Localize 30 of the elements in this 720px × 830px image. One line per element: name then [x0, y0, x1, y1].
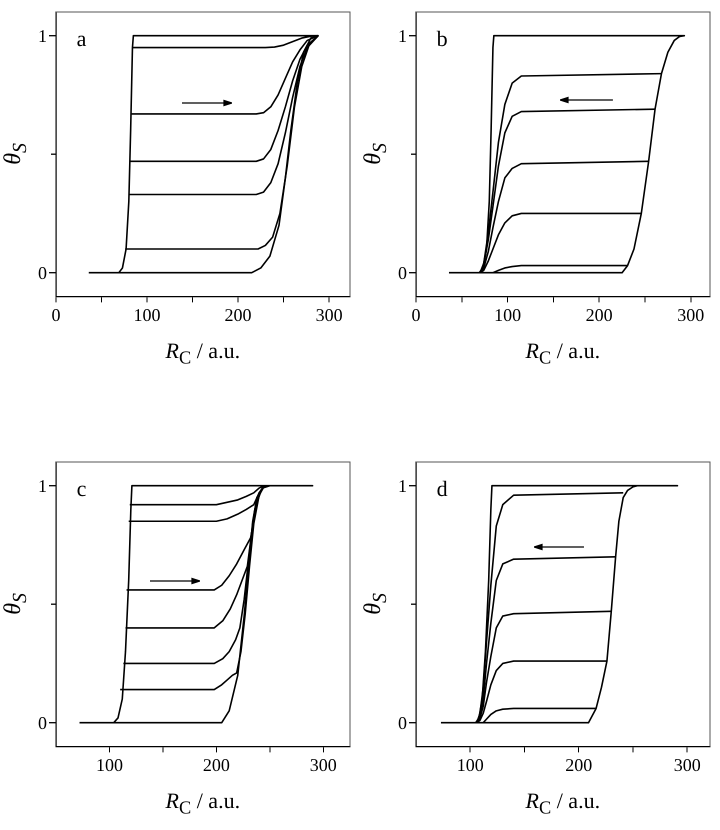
x-tick-label: 100 — [494, 304, 522, 325]
x-tick-label: 100 — [134, 304, 161, 325]
y-tick-label: 1 — [38, 476, 47, 496]
annotation: d — [436, 476, 448, 501]
x-tick-label: 300 — [316, 304, 343, 325]
y-tick-label: 0 — [38, 262, 47, 283]
x-tick-label: 200 — [565, 754, 592, 775]
x-axis-title: R$_{C}$ / a.u. — [526, 338, 600, 368]
x-tick-label: 300 — [677, 304, 704, 325]
x-axis-title: R$_{C}$ / a.u. — [166, 338, 240, 368]
y-tick-label: 0 — [398, 712, 407, 733]
y-tick-label: 1 — [38, 26, 47, 46]
x-axis-title: R$_{C}$ / a.u. — [166, 788, 240, 818]
y-tick-label: 0 — [398, 262, 407, 283]
x-tick-label: 200 — [586, 304, 613, 325]
x-axis-title: R$_{C}$ / a.u. — [526, 788, 600, 818]
y-tick-label: 1 — [398, 476, 407, 496]
x-tick-label: 300 — [674, 754, 701, 775]
y-tick-label: 0 — [38, 712, 47, 733]
x-tick-label: 300 — [310, 754, 337, 775]
x-tick-label: 100 — [456, 754, 484, 775]
y-tick-label: 1 — [398, 26, 407, 46]
x-tick-label: 0 — [412, 304, 420, 325]
annotation: c — [76, 476, 87, 501]
annotation: b — [436, 26, 448, 51]
x-tick-label: 100 — [96, 754, 123, 775]
x-tick-label: 0 — [52, 304, 60, 325]
annotation: a — [76, 26, 87, 51]
x-tick-label: 200 — [202, 754, 230, 775]
x-tick-label: 200 — [224, 304, 252, 325]
